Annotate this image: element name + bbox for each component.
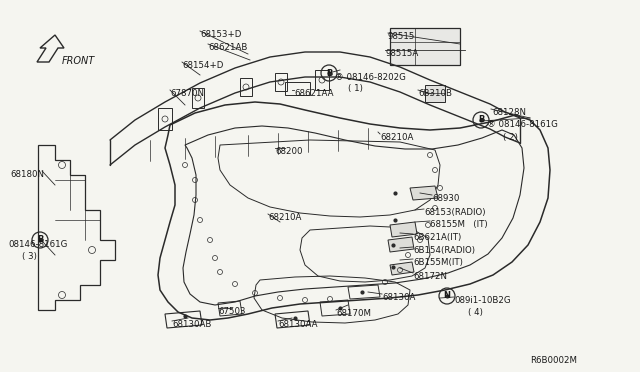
Polygon shape <box>390 262 414 275</box>
Text: 6B621A(IT): 6B621A(IT) <box>413 233 461 242</box>
Text: ( 1): ( 1) <box>348 84 363 93</box>
Text: 68130AB: 68130AB <box>172 320 211 329</box>
Text: 68172N: 68172N <box>413 272 447 281</box>
Text: 68180N: 68180N <box>10 170 44 179</box>
Text: B: B <box>478 115 484 125</box>
Text: 68154+D: 68154+D <box>182 61 223 70</box>
Text: 68153(RADIO): 68153(RADIO) <box>424 208 486 217</box>
Text: 68621AA: 68621AA <box>294 89 333 98</box>
Text: 68128N: 68128N <box>492 108 526 117</box>
Polygon shape <box>388 237 414 252</box>
Text: 6B154(RADIO): 6B154(RADIO) <box>413 246 475 255</box>
Text: 68621AB: 68621AB <box>208 43 248 52</box>
Text: 68155M   (IT): 68155M (IT) <box>430 220 488 229</box>
Text: B: B <box>326 68 332 77</box>
Text: 68200: 68200 <box>275 147 303 156</box>
Text: 67503: 67503 <box>218 307 246 316</box>
Text: 6B155M(IT): 6B155M(IT) <box>413 258 463 267</box>
Text: FRONT: FRONT <box>62 56 95 66</box>
Polygon shape <box>410 186 438 200</box>
Text: 68210A: 68210A <box>380 133 413 142</box>
Polygon shape <box>425 85 445 102</box>
Text: 68170M: 68170M <box>336 309 371 318</box>
Text: ( 4): ( 4) <box>468 308 483 317</box>
Text: 68210A: 68210A <box>268 213 301 222</box>
Text: 68153+D: 68153+D <box>200 30 241 39</box>
Text: ( 2): ( 2) <box>503 133 518 142</box>
Text: 68930: 68930 <box>432 194 460 203</box>
Text: 98515: 98515 <box>388 32 415 41</box>
Polygon shape <box>390 28 460 65</box>
Polygon shape <box>390 222 417 237</box>
Text: N: N <box>444 292 451 301</box>
Text: 6B310B: 6B310B <box>418 89 452 98</box>
Text: ® 08146-8202G: ® 08146-8202G <box>335 73 406 82</box>
Text: 98515A: 98515A <box>385 49 419 58</box>
Text: ( 3): ( 3) <box>22 252 37 261</box>
Text: 67870N: 67870N <box>170 89 204 98</box>
Text: 68130AA: 68130AA <box>278 320 317 329</box>
Text: B: B <box>37 235 43 244</box>
Text: 08146-8161G: 08146-8161G <box>8 240 67 249</box>
Text: ® 08146-8161G: ® 08146-8161G <box>487 120 558 129</box>
Text: R6B0002M: R6B0002M <box>530 356 577 365</box>
Text: 089i1-10B2G: 089i1-10B2G <box>454 296 511 305</box>
Text: 68130A: 68130A <box>382 293 415 302</box>
